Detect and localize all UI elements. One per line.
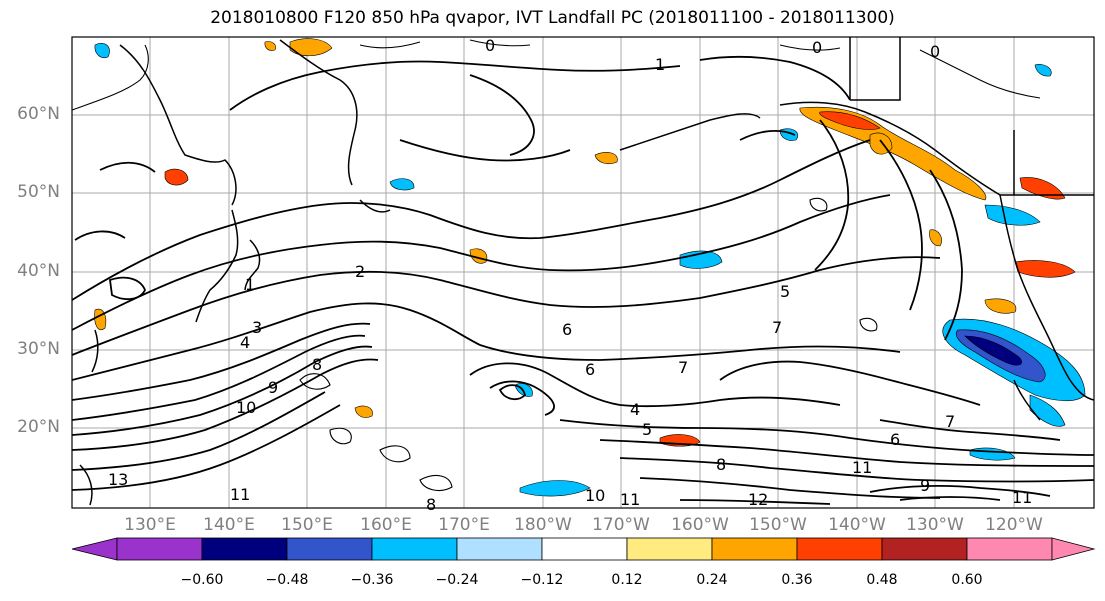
- colorbar-segment: [881, 537, 968, 561]
- colorbar-segment: [201, 537, 288, 561]
- contour-label: 9: [268, 378, 279, 397]
- contour-label: 0: [812, 38, 823, 57]
- contour-label: 2: [355, 262, 366, 281]
- contour-label: 10: [236, 398, 257, 417]
- colorbar-segment: [711, 537, 798, 561]
- colorbar-tick-label: −0.24: [435, 572, 479, 588]
- lon-label: 130°E: [124, 515, 176, 535]
- colorbar-tick-label: −0.48: [265, 572, 309, 588]
- contour-label: 6: [562, 320, 573, 339]
- colorbar: [71, 537, 1096, 561]
- contour-label: 11: [1012, 488, 1033, 507]
- colorbar-tick-label: 0.12: [611, 572, 643, 588]
- contour-label: 5: [780, 282, 791, 301]
- lat-label: 30°N: [17, 339, 60, 359]
- contour-label: 0: [930, 42, 941, 61]
- contour-label: 5: [642, 420, 653, 439]
- contour-label: 7: [945, 412, 956, 431]
- colorbar-segment: [966, 537, 1053, 561]
- contour-label: 13: [108, 470, 129, 489]
- contour-label: 1: [245, 275, 256, 294]
- colorbar-tick-label: 0.36: [781, 572, 813, 588]
- zero-contours: [72, 39, 1041, 492]
- lat-label: 60°N: [17, 104, 60, 124]
- colorbar-segment: [541, 537, 628, 561]
- colorbar-segment: [371, 537, 458, 561]
- lon-label: 170°W: [592, 515, 650, 535]
- colorbar-tick-label: −0.12: [520, 572, 564, 588]
- colorbar-segment: [286, 537, 373, 561]
- lon-label: 150°E: [281, 515, 333, 535]
- colorbar-tick-label: −0.60: [180, 572, 224, 588]
- colorbar-tick-label: 0.24: [696, 572, 728, 588]
- colorbar-segment: [1051, 537, 1096, 561]
- lat-label: 40°N: [17, 261, 60, 281]
- colorbar-tick-label: 0.60: [951, 572, 983, 588]
- lat-label: 20°N: [17, 417, 60, 437]
- lon-label: 130°W: [906, 515, 964, 535]
- map-frame: [71, 36, 1095, 509]
- contour-label: 11: [620, 490, 641, 509]
- colorbar-tick-label: 0.48: [866, 572, 898, 588]
- colorbar-tick-label: −0.36: [350, 572, 394, 588]
- contour-label: 8: [312, 355, 323, 374]
- map-title: 2018010800 F120 850 hPa qvapor, IVT Land…: [210, 8, 895, 28]
- colorbar-segment: [71, 537, 118, 561]
- lon-label: 140°E: [203, 515, 255, 535]
- lon-label: 120°W: [985, 515, 1043, 535]
- lat-label: 50°N: [17, 182, 60, 202]
- lon-label: 150°W: [749, 515, 807, 535]
- colorbar-segment: [116, 537, 203, 561]
- contour-label: 9: [920, 476, 931, 495]
- lon-label: 160°E: [360, 515, 412, 535]
- contour-label: 0: [485, 36, 496, 55]
- contour-label: 7: [678, 358, 689, 377]
- contour-label: 8: [716, 455, 727, 474]
- contour-label: 4: [240, 333, 251, 352]
- contour-label: 11: [852, 458, 873, 477]
- contour-label: 11: [230, 485, 251, 504]
- lon-label: 170°E: [438, 515, 490, 535]
- colorbar-segment: [456, 537, 543, 561]
- contour-label: 6: [585, 360, 596, 379]
- contour-label: 7: [772, 318, 783, 337]
- contour-label: 1: [655, 55, 666, 74]
- contour-label: 12: [748, 490, 769, 509]
- contour-label: 6: [890, 430, 901, 449]
- contour-label: 10: [585, 486, 606, 505]
- lon-label: 160°W: [671, 515, 729, 535]
- contour-label: 8: [426, 495, 437, 514]
- colorbar-segment: [626, 537, 713, 561]
- contour-label: 3: [252, 318, 263, 337]
- lon-label: 180°W: [514, 515, 572, 535]
- contour-label: 4: [630, 400, 641, 419]
- ivt-contours: [72, 55, 1094, 505]
- colorbar-segment: [796, 537, 883, 561]
- lon-label: 140°W: [828, 515, 886, 535]
- gridlines: [72, 37, 1094, 508]
